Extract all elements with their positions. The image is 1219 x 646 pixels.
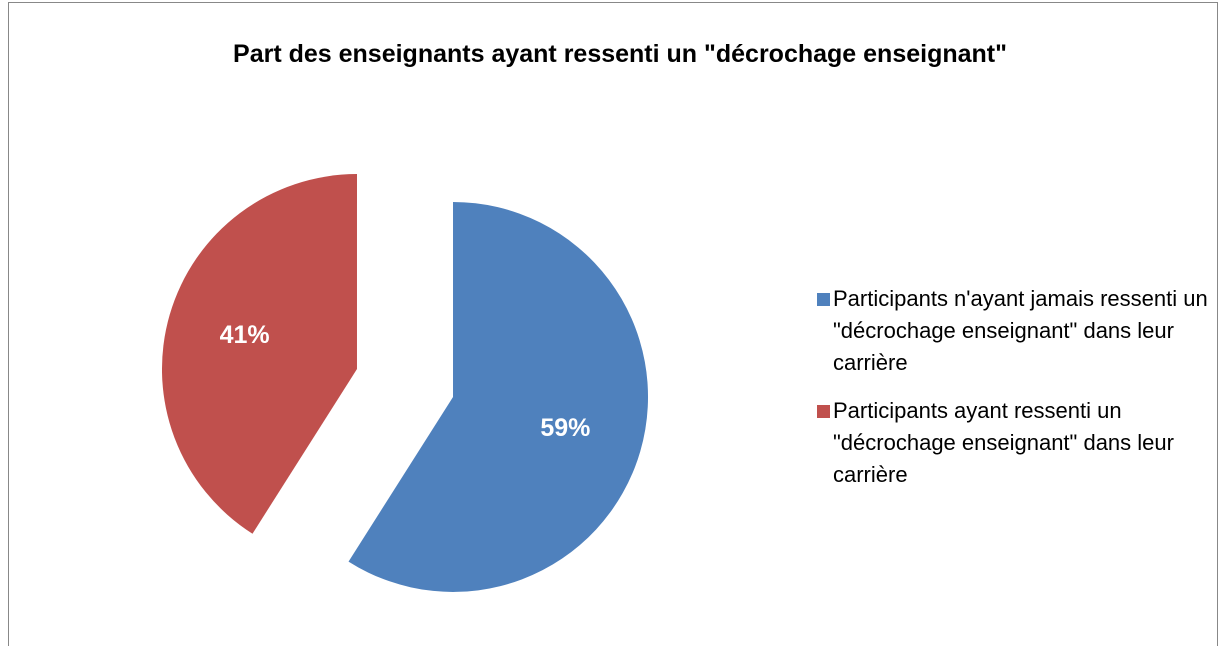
chart-title: Part des enseignants ayant ressenti un "… [233, 40, 1007, 68]
line: "décrochage enseignant" dans leur [833, 318, 1174, 343]
legend-swatch [817, 293, 830, 306]
data-label: 41% [220, 321, 270, 349]
line: "décrochage enseignant" dans leur [833, 430, 1174, 455]
line: carrière [833, 462, 908, 487]
line: Participants ayant ressenti un [833, 398, 1122, 423]
pie-slice [161, 174, 357, 534]
line: Participants n'ayant jamais ressenti un [833, 286, 1208, 311]
legend-label: Participants n'ayant jamais ressenti un "… [833, 286, 1208, 375]
legend-label: Participants ayant ressenti un "décrochag… [833, 398, 1174, 487]
legend-swatch [817, 405, 830, 418]
line: Part des enseignants ayant ressenti un "… [233, 40, 1007, 68]
data-label: 59% [540, 414, 590, 442]
pie-slice [348, 201, 649, 592]
line: carrière [833, 350, 908, 375]
